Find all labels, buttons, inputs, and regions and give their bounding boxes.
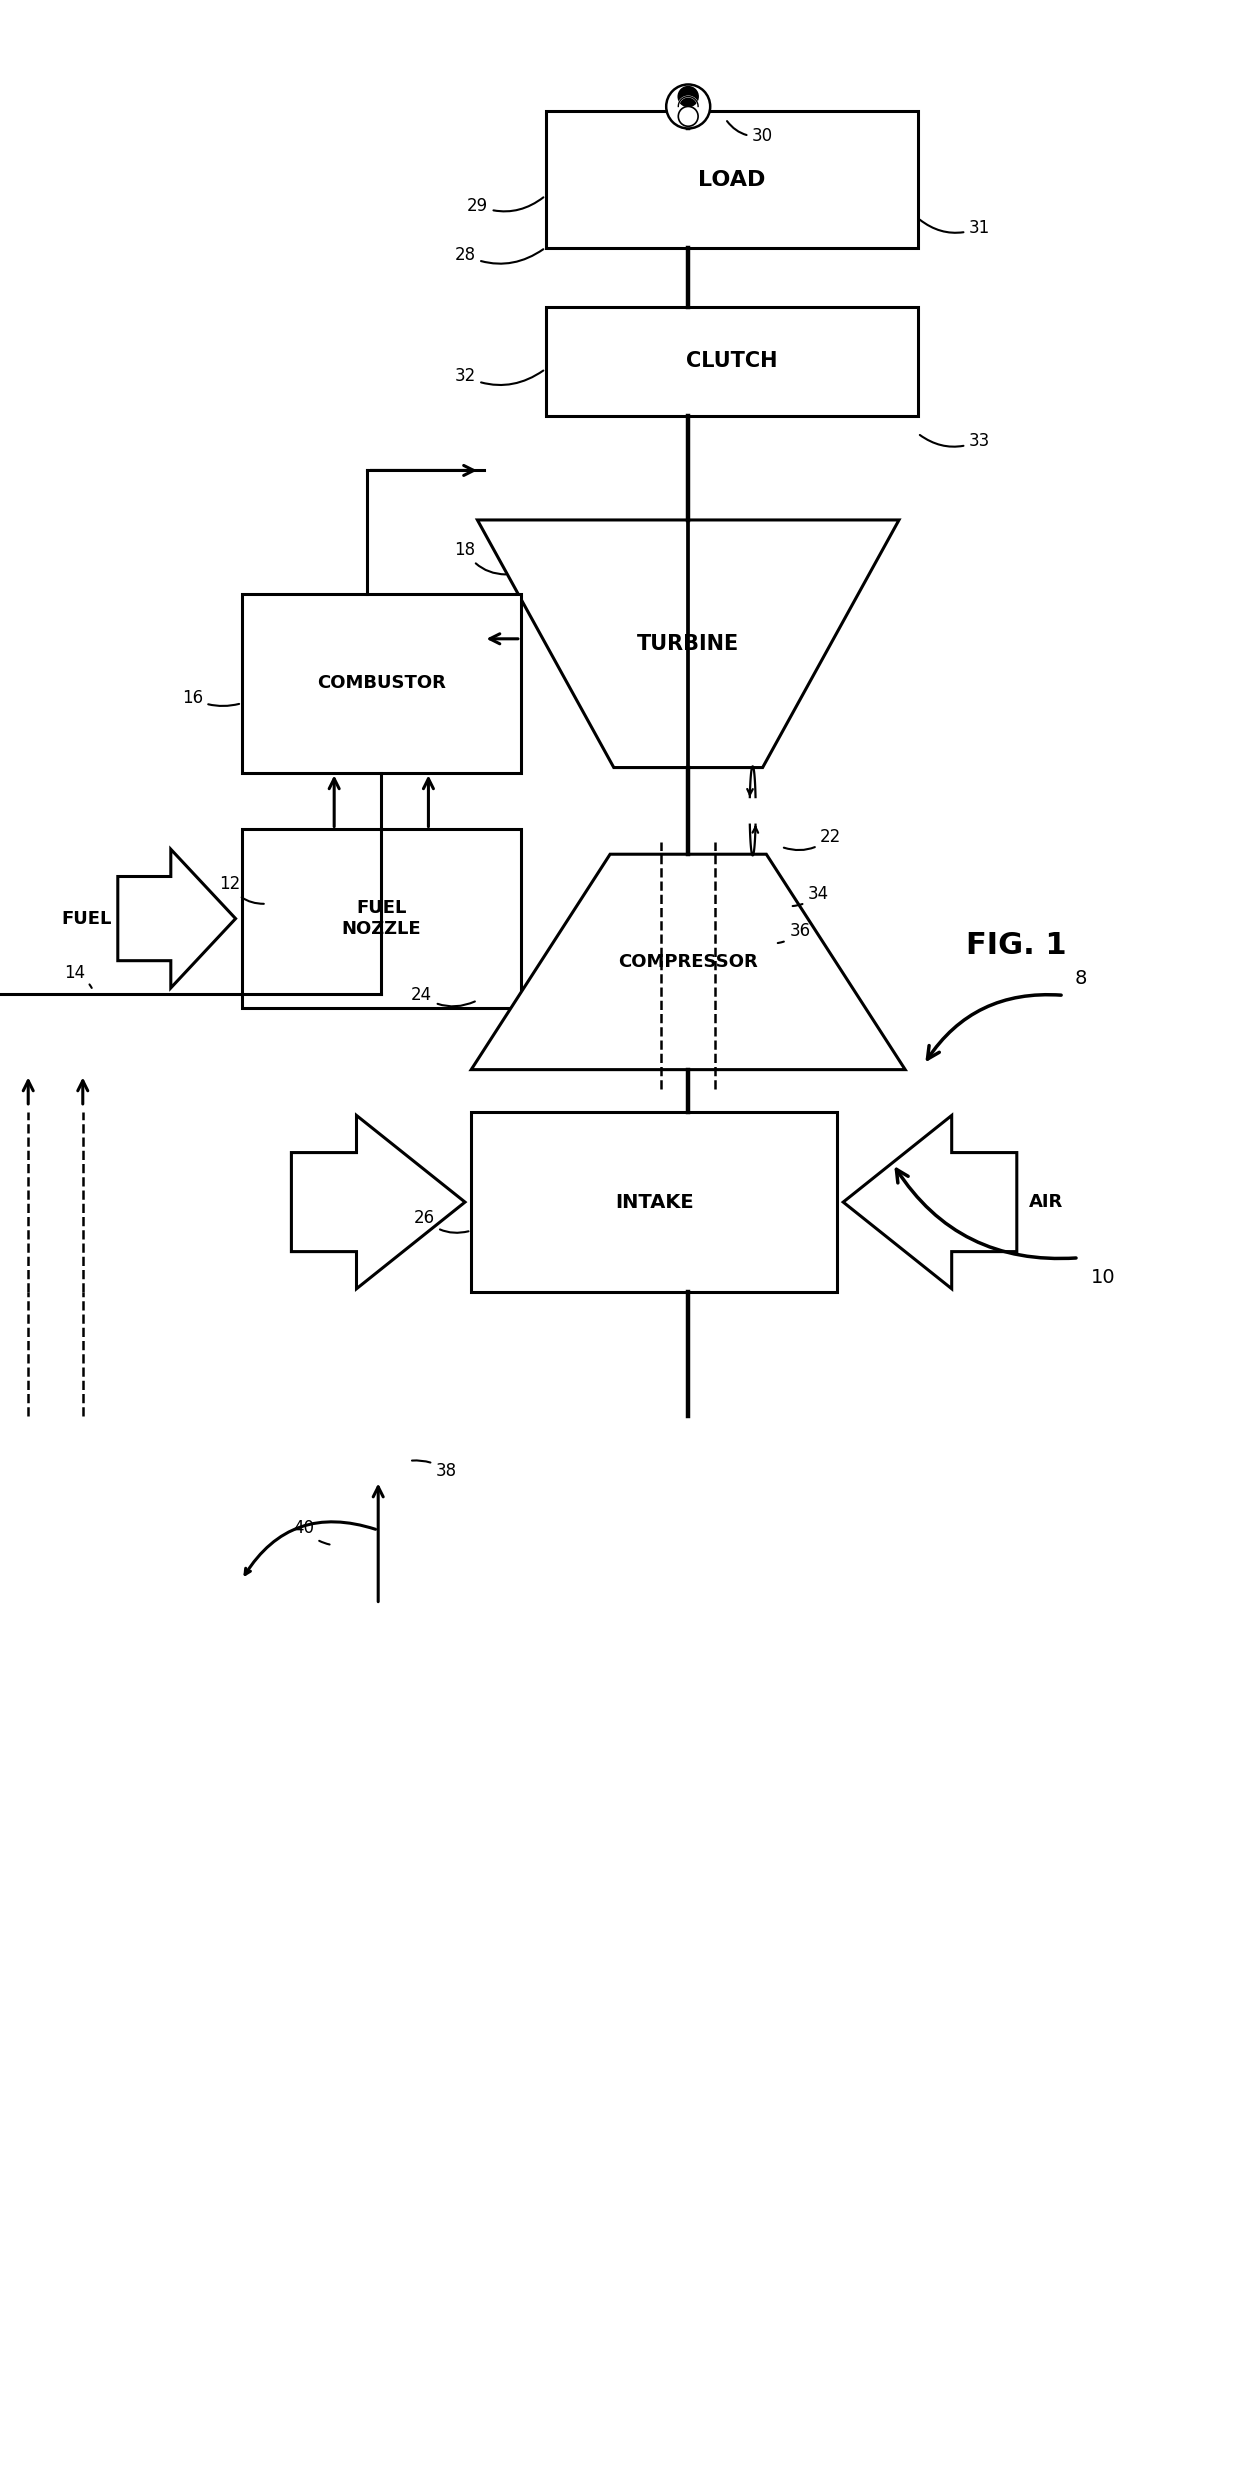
Bar	[471, 1112, 837, 1292]
Circle shape	[678, 87, 698, 106]
Text: 33: 33	[920, 431, 991, 451]
Text: COMBUSTOR: COMBUSTOR	[317, 673, 445, 693]
Circle shape	[666, 84, 711, 129]
Polygon shape	[477, 520, 899, 768]
Text: 34: 34	[792, 884, 830, 906]
Polygon shape	[118, 849, 236, 988]
Text: 32: 32	[454, 366, 543, 386]
Polygon shape	[291, 1114, 465, 1290]
Text: 29: 29	[466, 196, 543, 215]
Text: LOAD: LOAD	[698, 168, 765, 191]
Text: 31: 31	[920, 218, 991, 238]
Circle shape	[678, 106, 698, 126]
Polygon shape	[471, 854, 905, 1070]
Text: 36: 36	[777, 921, 811, 943]
Text: CLUTCH: CLUTCH	[686, 352, 777, 371]
Text: 16: 16	[181, 688, 239, 708]
Text: COMPRESSOR: COMPRESSOR	[619, 953, 758, 971]
Text: 8: 8	[1075, 968, 1087, 988]
Text: 10: 10	[1091, 1268, 1116, 1288]
Text: INTAKE: INTAKE	[615, 1193, 693, 1211]
Text: 38: 38	[412, 1461, 458, 1481]
Text: 14: 14	[63, 963, 92, 988]
Text: 18: 18	[454, 540, 506, 574]
Text: 22: 22	[784, 827, 842, 849]
Bar	[546, 307, 918, 416]
Text: 26: 26	[413, 1208, 469, 1233]
Text: 40: 40	[294, 1518, 330, 1545]
Polygon shape	[843, 1114, 1017, 1290]
Text: 24: 24	[410, 985, 475, 1005]
Text: FUEL: FUEL	[61, 909, 112, 928]
Bar	[242, 594, 521, 773]
Text: AIR: AIR	[1029, 1193, 1064, 1211]
Text: FUEL
NOZZLE: FUEL NOZZLE	[341, 899, 422, 938]
Text: 28: 28	[454, 245, 543, 265]
Text: 12: 12	[218, 874, 264, 904]
Bar	[546, 111, 918, 248]
Text: 30: 30	[727, 121, 774, 146]
Bar	[242, 829, 521, 1008]
Text: TURBINE: TURBINE	[637, 634, 739, 654]
Text: FIG. 1: FIG. 1	[966, 931, 1068, 961]
